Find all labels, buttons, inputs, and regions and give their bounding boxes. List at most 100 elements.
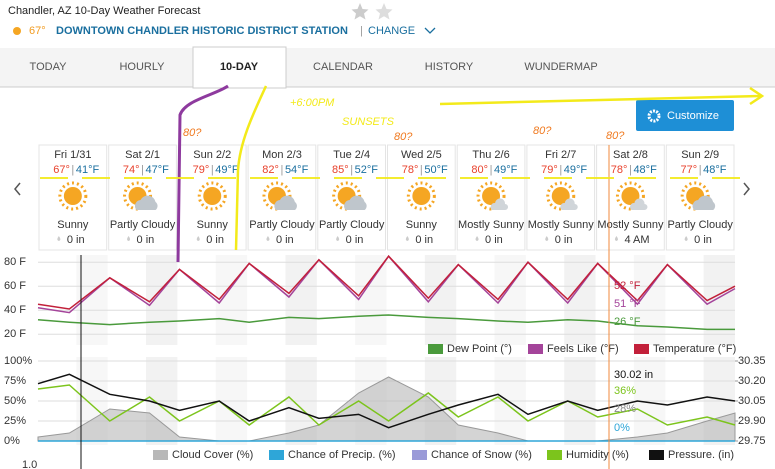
day-card[interactable]: Mon 2/3 82° | 54°F Partly Cloudy 0 in [247, 144, 317, 251]
y2-tick-label: 30.20 [738, 375, 766, 387]
star-icon[interactable] [351, 3, 369, 20]
tab[interactable]: 10-DAY [220, 61, 259, 73]
day-precip: 0 in [694, 234, 712, 246]
day-date: Sat 2/1 [125, 149, 160, 161]
day-sep: | [350, 164, 353, 176]
day-condition: Sunny [57, 219, 89, 231]
day-sep: | [420, 164, 423, 176]
day-card[interactable]: Fri 2/7 79° | 49°F Mostly Sunny 0 in [526, 144, 596, 251]
day-sep: | [71, 164, 74, 176]
station-name[interactable]: DOWNTOWN CHANDLER HISTORIC DISTRICT STAT… [56, 25, 348, 37]
day-card[interactable]: Sat 2/8 78° | 48°F Mostly Sunny 4 AM [596, 144, 665, 251]
day-card[interactable]: Wed 2/5 78° | 50°F Sunny 0 in [387, 144, 456, 251]
tabs: TODAY HOURLY 10-DAY CALENDAR HISTORY WUNDERMA… [30, 46, 598, 89]
day-condition: Mostly Sunny [458, 219, 525, 231]
day-date: Sat 2/8 [613, 149, 648, 161]
drop-icon [196, 236, 200, 241]
line [37, 384, 736, 426]
tab[interactable]: WUNDERMAP [524, 61, 597, 73]
legend-label[interactable]: Feels Like (°F) [547, 343, 619, 355]
legend-swatch [649, 450, 664, 460]
cloud [490, 198, 509, 210]
day-low: 50°F [424, 164, 448, 176]
legend-label[interactable]: Chance of Precip. (%) [288, 449, 396, 461]
y-tick-label: 20 F [4, 328, 26, 340]
day-high: 80° [471, 164, 488, 176]
star-icon[interactable] [375, 3, 393, 20]
day-sep: | [141, 164, 144, 176]
day-precip: 0 in [67, 234, 85, 246]
y2-tick-label: 30.05 [738, 395, 766, 407]
annotation: 80? [394, 131, 413, 143]
annotation: SUNSETS [342, 116, 395, 128]
prev-arrow[interactable] [14, 182, 21, 196]
day-low: 48°F [703, 164, 727, 176]
day-card[interactable]: Sat 2/1 74° | 47°F Partly Cloudy 0 in [108, 144, 177, 251]
day-low: 41°F [76, 164, 100, 176]
charts: 80 F 60 F 40 F 20 F 100% 75% 50% 25% 0% 30.35 30.2… [4, 254, 766, 463]
cloud [692, 195, 716, 210]
day-high: 67° [53, 164, 70, 176]
day-card[interactable]: Thu 2/6 80° | 49°F Mostly Sunny 0 in [456, 144, 526, 251]
day-condition: Partly Cloudy [667, 219, 733, 231]
sun-rays [406, 181, 436, 211]
day-card[interactable]: Sun 2/9 77° | 48°F Partly Cloudy 0 in [665, 144, 735, 251]
sun-rays [476, 181, 506, 211]
day-date: Tue 2/4 [333, 149, 370, 161]
sun-icon [13, 27, 21, 35]
legend-label[interactable]: Pressure. (in) [668, 449, 734, 461]
y-tick-label: 60 F [4, 280, 26, 292]
legend-label[interactable]: Cloud Cover (%) [172, 449, 253, 461]
legend-label[interactable]: Dew Point (°) [447, 343, 512, 355]
line [37, 255, 736, 310]
day-sep: | [629, 164, 632, 176]
tab[interactable]: TODAY [30, 61, 68, 73]
day-condition: Sunny [406, 219, 438, 231]
day-high: 82° [262, 164, 279, 176]
drop-icon [127, 236, 131, 241]
drop-icon [405, 236, 409, 241]
customize-button[interactable] [636, 100, 734, 131]
sun-rays [615, 181, 645, 211]
day-card[interactable]: Sun 2/2 79° | 49°F Sunny 0 in [177, 144, 247, 251]
day-card[interactable]: Tue 2/4 85° | 52°F Partly Cloudy 0 in [317, 144, 386, 251]
day-high: 79° [193, 164, 210, 176]
day-low: 49°F [564, 164, 588, 176]
y-tick-label: 40 F [4, 304, 26, 316]
day-sep: | [490, 164, 493, 176]
y2-tick-label: 29.90 [738, 415, 766, 427]
day-condition: Partly Cloudy [319, 219, 385, 231]
hover-label: 0% [614, 422, 630, 434]
y-tick-label: 100% [4, 355, 32, 367]
tab[interactable]: HISTORY [425, 61, 474, 73]
drawn-arrow [749, 86, 765, 106]
legend-swatch [269, 450, 284, 460]
customize-label[interactable]: Customize [667, 110, 719, 122]
legend-label[interactable]: Chance of Snow (%) [431, 449, 532, 461]
drop-icon [475, 236, 479, 241]
day-condition: Partly Cloudy [110, 219, 176, 231]
day-precip: 4 AM [624, 234, 649, 246]
day-high: 74° [123, 164, 140, 176]
next-arrow[interactable] [743, 182, 750, 196]
page-title: Chandler, AZ 10-Day Weather Forecast [8, 5, 200, 17]
day-precip: 0 in [415, 234, 433, 246]
day-high: 79° [541, 164, 558, 176]
legend-swatch [153, 450, 168, 460]
day-condition: Mostly Sunny [528, 219, 595, 231]
change-link[interactable]: CHANGE [368, 25, 415, 37]
current-temp: 67° [29, 25, 46, 37]
day-date: Fri 2/7 [545, 149, 576, 161]
drop-icon [684, 236, 688, 241]
legend-label[interactable]: Temperature (°F) [653, 343, 736, 355]
tab[interactable]: CALENDAR [313, 61, 373, 73]
day-sep: | [699, 164, 702, 176]
legend-swatch [634, 344, 649, 354]
drop-icon [336, 236, 340, 241]
legend-label[interactable]: Humidity (%) [566, 449, 629, 461]
tab[interactable]: HOURLY [119, 61, 165, 73]
drop-icon [266, 236, 270, 241]
day-card[interactable]: Fri 1/31 67° | 41°F Sunny 0 in [38, 144, 108, 251]
line [37, 314, 735, 331]
day-date: Mon 2/3 [262, 149, 302, 161]
